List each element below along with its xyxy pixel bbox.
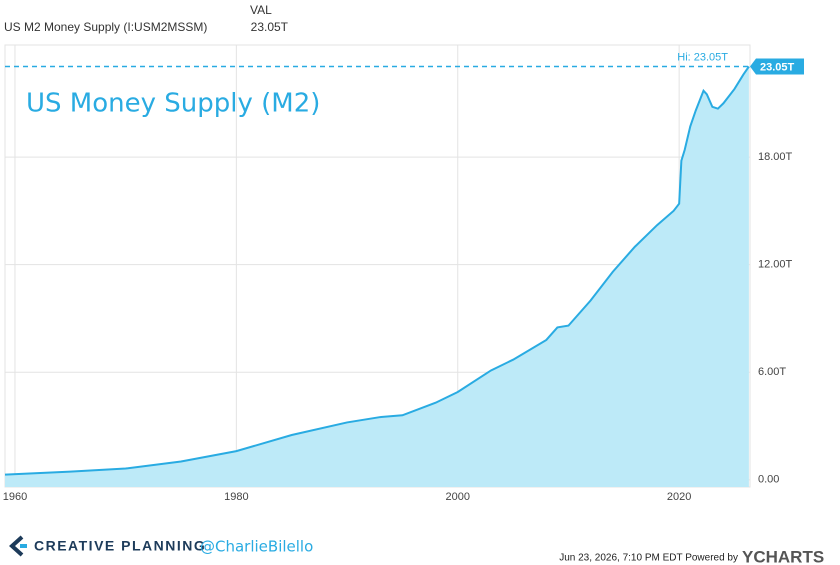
header-value: 23.05T — [251, 20, 289, 34]
x-tick-label: 1980 — [224, 491, 248, 503]
x-tick-label: 2020 — [667, 491, 691, 503]
y-tick-label: 0.00 — [758, 474, 779, 486]
logo-mark — [9, 535, 24, 557]
series-label: US M2 Money Supply (I:USM2MSSM) — [4, 20, 207, 34]
y-tick-label: 12.00T — [758, 259, 793, 271]
timestamp: Jun 23, 2026, 7:10 PM EDT Powered by — [559, 553, 738, 564]
handle: @CharlieBilello — [200, 538, 313, 556]
x-tick-label: 2000 — [446, 491, 470, 503]
logo — [9, 535, 27, 557]
hi-label: Hi: 23.05T — [677, 51, 728, 63]
last-tag — [750, 58, 804, 75]
powered-by: YCHARTS — [742, 547, 824, 565]
brand: CREATIVE PLANNING — [34, 538, 206, 554]
line — [4, 65, 750, 476]
area — [5, 66, 749, 487]
y-tick-label: 6.00T — [758, 366, 786, 378]
header-label: VAL — [250, 3, 272, 17]
y-tick-label: 18.00T — [758, 151, 793, 163]
plot: 0.00 6.00T 12.00T 18.00T 1960 1980 2000 2020 Hi:… — [3, 44, 804, 503]
last-label: 23.05T — [760, 61, 795, 73]
x-tick-label: 1960 — [3, 491, 27, 503]
chart-title: US Money Supply (M2) — [26, 89, 320, 119]
